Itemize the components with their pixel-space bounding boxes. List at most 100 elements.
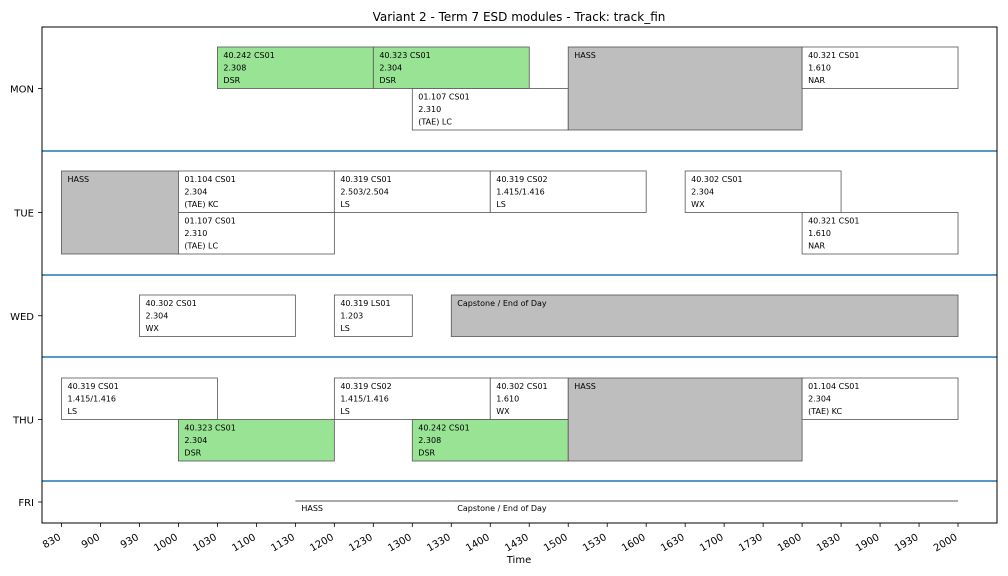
x-tick-label: 930 [119,532,141,551]
block-instructor: WX [691,200,705,209]
block-rect [61,170,179,255]
day-label-tue: TUE [13,209,34,220]
block-rect [217,46,374,89]
block-rect [567,377,803,462]
block-room: 2.304 [379,63,402,72]
schedule-block: HASS [61,170,179,255]
block-course-code: 40.321 CS01 [808,217,859,226]
block-label: Capstone / End of Day [457,504,547,513]
block-rect [333,170,491,213]
schedule-block: 01.104 CS01 2.304 (TAE) KC [178,170,335,213]
plot-frame [41,26,998,524]
block-rect [333,294,413,337]
block-rect [801,212,959,255]
x-tick-label: 1030 [191,532,219,554]
schedule-block: 40.321 CS01 1.610 NAR [801,212,959,255]
day-label-mon: MON [10,85,34,96]
schedule-block: 40.302 CS01 1.610 WX [489,377,569,420]
block-rect [178,419,335,462]
x-tick-label: 2000 [932,532,960,554]
x-tick-label: 1800 [776,532,804,554]
x-tick-label: 1430 [503,532,531,554]
x-tick-label: 1230 [347,532,375,554]
block-room: 2.304 [691,187,714,196]
block-course-code: 40.302 CS01 [496,382,547,391]
x-tick-label: 1600 [620,532,648,554]
block-room: 1.415/1.416 [340,394,389,403]
block-label: HASS [301,504,323,513]
x-axis: 830 900 930 1000 1030 1100 1130 1200 1230 1300 133… [41,523,960,554]
x-tick-label: 830 [41,532,63,551]
block-course-code: 40.302 CS01 [145,299,196,308]
x-tick-label: 1830 [815,532,843,554]
block-room: 1.610 [808,229,831,238]
schedule-block: 01.107 CS01 2.310 (TAE) LC [178,212,335,255]
chart-title: Variant 2 - Term 7 ESD modules - Track: … [373,10,666,24]
schedule-block: 01.107 CS01 2.310 (TAE) LC [411,88,569,131]
schedule-block: 40.302 CS01 2.304 WX [139,294,296,337]
block-room: 2.503/2.504 [340,187,389,196]
block-rect [139,294,296,337]
block-course-code: 40.323 CS01 [379,51,430,60]
x-tick-label: 1500 [542,532,570,554]
schedule-block: HASS [567,377,803,462]
x-tick-label: 1400 [464,532,492,554]
block-room: 1.610 [496,394,519,403]
block-rect [489,377,569,420]
block-course-code: 40.242 CS01 [223,51,274,60]
block-course-code: Capstone / End of Day [457,299,547,308]
schedule-block: HASS [567,46,803,131]
block-room: 2.304 [145,311,168,320]
block-course-code: 40.319 CS02 [496,175,547,184]
schedule-block: 40.323 CS01 2.304 DSR [178,419,335,462]
x-tick-label: 1330 [425,532,453,554]
block-course-code: 40.321 CS01 [808,51,859,60]
block-room: 2.310 [418,105,441,114]
block-course-code: HASS [574,382,596,391]
x-tick-label: 1700 [698,532,726,554]
x-tick-label: 1200 [308,532,336,554]
block-room: 2.304 [808,394,831,403]
x-tick-label: 1300 [386,532,414,554]
block-course-code: 01.104 CS01 [808,382,859,391]
block-room: 2.308 [418,436,441,445]
block-rect [411,88,569,131]
schedule-block: HASS [295,500,452,513]
block-course-code: 40.242 CS01 [418,424,469,433]
schedule-block: 40.319 CS01 1.415/1.416 LS [61,377,218,420]
block-course-code: 01.104 CS01 [184,175,235,184]
block-instructor: WX [145,324,159,333]
block-instructor: (TAE) KC [808,407,842,416]
block-instructor: LS [496,200,506,209]
schedule-blocks: 40.242 CS01 2.308 DSR 40.323 CS01 2.304 DSR 01… [61,46,959,513]
schedule-block: 40.319 CS02 1.415/1.416 LS [333,377,491,420]
block-rect [411,419,569,462]
block-rect [450,294,959,337]
block-instructor: LS [340,200,350,209]
block-rect [372,46,530,89]
day-label-wed: WED [10,312,34,323]
schedule-block: Capstone / End of Day [450,294,959,337]
block-course-code: 01.107 CS01 [184,217,235,226]
block-room: 2.304 [184,187,207,196]
block-room: 2.304 [184,436,207,445]
block-room: 2.308 [223,63,246,72]
schedule-block: 40.302 CS01 2.304 WX [684,170,842,213]
schedule-block: 40.242 CS01 2.308 DSR [411,419,569,462]
block-course-code: HASS [574,51,596,60]
block-rect [684,170,842,213]
block-instructor: DSR [379,76,396,85]
block-room: 1.610 [808,63,831,72]
schedule-block: 40.321 CS01 1.610 NAR [801,46,959,89]
block-course-code: 40.302 CS01 [691,175,742,184]
x-tick-label: 900 [80,532,102,551]
block-instructor: NAR [808,76,825,85]
block-instructor: (TAE) KC [184,200,218,209]
x-axis-label: Time [506,555,531,566]
block-rect [567,46,803,131]
block-rect [801,46,959,89]
block-room: 1.415/1.416 [67,394,116,403]
block-instructor: DSR [223,76,240,85]
x-tick-label: 1130 [269,532,297,554]
